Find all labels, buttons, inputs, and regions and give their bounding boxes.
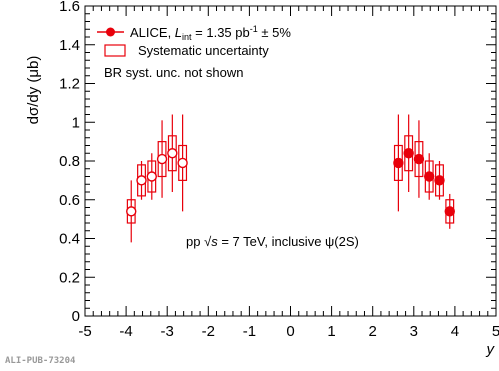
data-point	[403, 148, 414, 159]
annotation-prefix: pp	[186, 234, 204, 249]
x-tick-label: 2	[369, 323, 377, 340]
y-tick-label: 0	[72, 308, 80, 325]
x-tick-labels: -5 -4 -3 -2 -1 0 1 2 3 4 5	[78, 323, 499, 340]
x-tick-label: 3	[410, 323, 418, 340]
data-point	[167, 148, 178, 159]
publication-id: ALI-PUB-73204	[5, 356, 76, 366]
legend-main-prefix: ALICE,	[130, 25, 175, 40]
series	[393, 114, 455, 229]
x-tick-label: 1	[327, 323, 335, 340]
x-tick-label: -3	[161, 323, 174, 340]
y-tick-label: 0.8	[59, 153, 80, 170]
legend-main-L: L	[175, 25, 182, 40]
data-point	[156, 153, 168, 165]
legend-entry-main: ALICE, Lint = 1.35 pb-1 ± 5%	[130, 24, 291, 42]
series	[126, 114, 188, 243]
legend-main-eq: = 1.35 pb	[192, 25, 250, 40]
x-tick-label: 4	[451, 323, 459, 340]
data-point	[126, 206, 137, 217]
data-point	[424, 171, 435, 182]
data-point	[177, 157, 188, 169]
legend-main-sup: -1	[250, 24, 258, 34]
annotation-sqrt-s: √s	[204, 234, 218, 249]
data-point	[393, 157, 404, 169]
legend: ALICE, Lint = 1.35 pb-1 ± 5% Systematic …	[97, 24, 291, 80]
axis-ticks	[84, 5, 497, 317]
y-tick-label: 0.4	[59, 231, 80, 248]
x-tick-label: 0	[286, 323, 294, 340]
y-tick-labels: 0 0.2 0.4 0.6 0.8 1 1.2 1.4 1.6	[59, 0, 80, 325]
y-tick-label: 1.4	[59, 37, 80, 54]
data-point	[146, 171, 157, 182]
legend-main-marker	[106, 27, 115, 37]
data-point	[434, 175, 445, 186]
y-tick-label: 0.2	[59, 269, 80, 286]
data-point	[444, 206, 455, 217]
annotation-suffix: = 7 TeV, inclusive ψ(2S)	[218, 234, 359, 249]
y-tick-label: 1.2	[59, 76, 80, 93]
x-tick-label: 5	[492, 323, 499, 340]
data-layer	[126, 114, 455, 243]
data-point	[413, 153, 425, 165]
legend-entry-syst: Systematic uncertainty	[138, 43, 269, 58]
x-tick-label: -5	[78, 323, 91, 340]
y-tick-label: 0.6	[59, 192, 80, 209]
legend-main-sub: int	[182, 32, 192, 42]
legend-note: BR syst. unc. not shown	[104, 65, 243, 80]
x-tick-label: -4	[119, 323, 132, 340]
legend-syst-box	[104, 44, 126, 57]
y-tick-label: 1	[72, 114, 80, 131]
y-tick-label: 1.6	[59, 0, 80, 15]
legend-main-suffix: ± 5%	[258, 25, 292, 40]
x-tick-label: -1	[243, 323, 256, 340]
annotation: pp √s = 7 TeV, inclusive ψ(2S)	[186, 234, 359, 249]
y-axis-title: dσ/dy (μb)	[25, 56, 42, 125]
x-tick-label: -2	[202, 323, 215, 340]
x-axis-title: y	[486, 341, 496, 358]
data-point	[136, 175, 147, 186]
